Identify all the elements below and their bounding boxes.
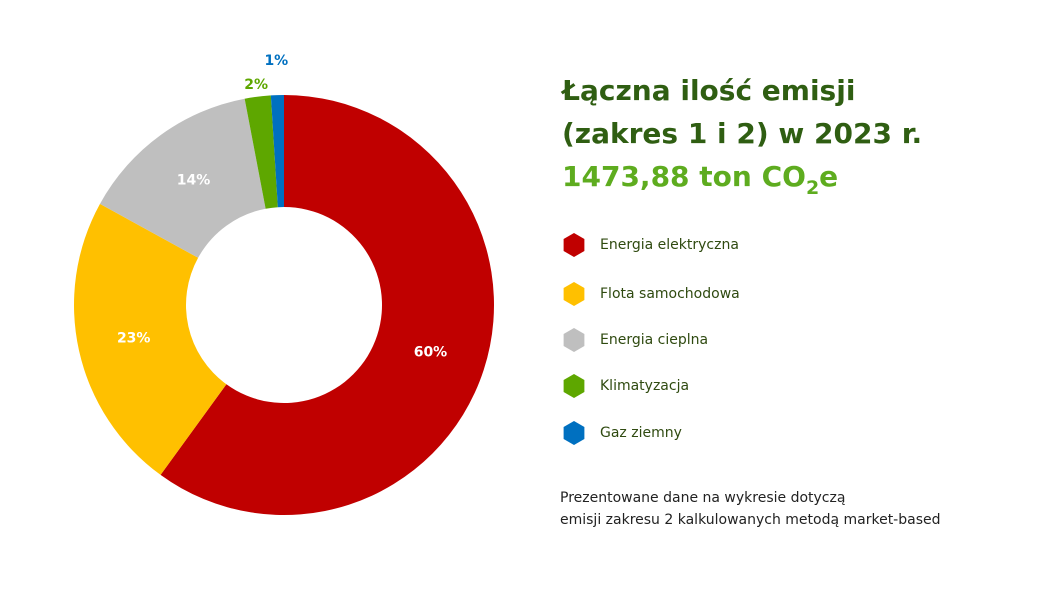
subtitle-text: e [819, 160, 838, 193]
legend-label: Energia elektryczna [600, 237, 739, 253]
legend-label: Gaz ziemny [600, 425, 682, 441]
legend-label: Flota samochodowa [600, 286, 740, 302]
value-label: 14% [177, 172, 211, 188]
legend-marker [563, 233, 585, 257]
donut-slice [73, 203, 227, 475]
subtitle-subscript: 2 [806, 177, 819, 199]
donut-slice [244, 95, 278, 209]
value-label: 60% [414, 345, 448, 361]
chart-subtitle: 1473,88 ton CO2e [562, 160, 838, 199]
donut-slice [270, 95, 284, 208]
legend-marker [563, 374, 585, 398]
legend-marker [563, 282, 585, 306]
value-label: 1% [264, 53, 288, 69]
chart-title-line: (zakres 1 i 2) w 2023 r. [562, 117, 922, 150]
legend-marker [563, 328, 585, 352]
legend-marker [563, 421, 585, 445]
legend-label: Energia cieplna [600, 332, 708, 348]
note-line: Prezentowane dane na wykresie dotyczą [560, 490, 845, 506]
subtitle-text: 1473,88 ton CO [562, 160, 806, 193]
legend-label: Klimatyzacja [600, 378, 689, 394]
value-label: 23% [117, 331, 151, 347]
donut-slice [99, 98, 266, 258]
value-label: 2% [244, 77, 268, 93]
donut-slice [160, 95, 494, 515]
chart-title-line: Łączna ilość emisji [560, 74, 855, 107]
note-line: emisji zakresu 2 kalkulowanych metodą ma… [560, 512, 941, 528]
